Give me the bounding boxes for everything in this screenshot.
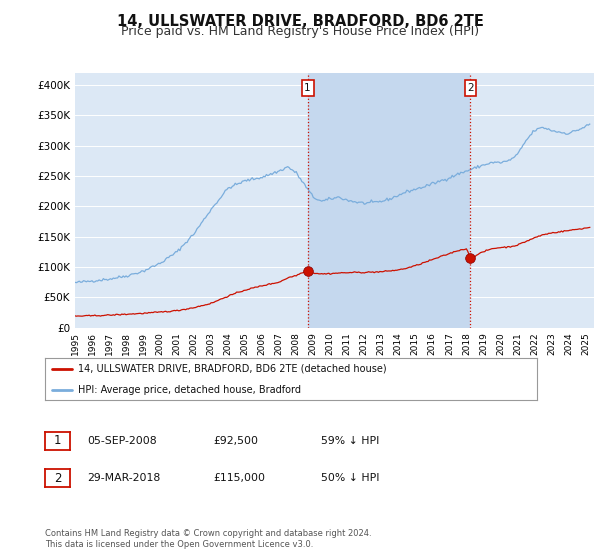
Text: 1: 1 bbox=[304, 83, 311, 93]
Text: 59% ↓ HPI: 59% ↓ HPI bbox=[321, 436, 379, 446]
Text: Price paid vs. HM Land Registry's House Price Index (HPI): Price paid vs. HM Land Registry's House … bbox=[121, 25, 479, 38]
Text: £92,500: £92,500 bbox=[213, 436, 258, 446]
Text: £115,000: £115,000 bbox=[213, 473, 265, 483]
Bar bbox=[308, 73, 470, 328]
Text: 14, ULLSWATER DRIVE, BRADFORD, BD6 2TE: 14, ULLSWATER DRIVE, BRADFORD, BD6 2TE bbox=[116, 14, 484, 29]
Text: 05-SEP-2008: 05-SEP-2008 bbox=[87, 436, 157, 446]
Text: 2: 2 bbox=[54, 472, 61, 485]
Text: 14, ULLSWATER DRIVE, BRADFORD, BD6 2TE (detached house): 14, ULLSWATER DRIVE, BRADFORD, BD6 2TE (… bbox=[79, 364, 387, 374]
Text: 29-MAR-2018: 29-MAR-2018 bbox=[87, 473, 160, 483]
Text: 1: 1 bbox=[54, 434, 61, 447]
Text: HPI: Average price, detached house, Bradford: HPI: Average price, detached house, Brad… bbox=[79, 385, 301, 395]
Text: 2: 2 bbox=[467, 83, 474, 93]
Text: Contains HM Land Registry data © Crown copyright and database right 2024.
This d: Contains HM Land Registry data © Crown c… bbox=[45, 529, 371, 549]
Text: 50% ↓ HPI: 50% ↓ HPI bbox=[321, 473, 380, 483]
